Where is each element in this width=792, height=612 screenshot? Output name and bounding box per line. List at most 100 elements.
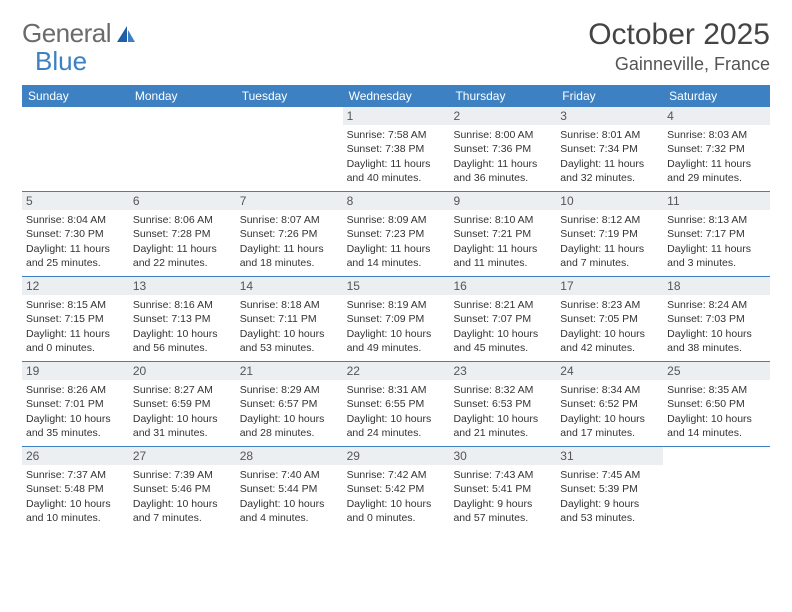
day-cell: 24Sunrise: 8:34 AMSunset: 6:52 PMDayligh… (556, 362, 663, 446)
daylight-line-1: Daylight: 10 hours (240, 497, 339, 511)
daylight-line-2: and 31 minutes. (133, 426, 232, 440)
daylight-line-1: Daylight: 10 hours (667, 327, 766, 341)
daylight-line-1: Daylight: 9 hours (560, 497, 659, 511)
daylight-line-2: and 0 minutes. (26, 341, 125, 355)
sunrise-line: Sunrise: 8:13 AM (667, 213, 766, 227)
logo: General (22, 18, 139, 49)
sunrise-line: Sunrise: 8:16 AM (133, 298, 232, 312)
title-block: October 2025 Gainneville, France (588, 18, 770, 75)
day-number: 1 (343, 107, 450, 125)
sunrise-line: Sunrise: 8:27 AM (133, 383, 232, 397)
daylight-line-1: Daylight: 10 hours (240, 412, 339, 426)
day-number: 6 (129, 192, 236, 210)
daylight-line-2: and 56 minutes. (133, 341, 232, 355)
day-number: 5 (22, 192, 129, 210)
logo-text-2: Blue (35, 46, 87, 77)
day-number: 10 (556, 192, 663, 210)
sunset-line: Sunset: 5:44 PM (240, 482, 339, 496)
sunset-line: Sunset: 5:41 PM (453, 482, 552, 496)
sunset-line: Sunset: 7:21 PM (453, 227, 552, 241)
daylight-line-2: and 22 minutes. (133, 256, 232, 270)
daylight-line-1: Daylight: 10 hours (347, 327, 446, 341)
daylight-line-1: Daylight: 10 hours (453, 327, 552, 341)
sunrise-line: Sunrise: 8:18 AM (240, 298, 339, 312)
sunset-line: Sunset: 5:48 PM (26, 482, 125, 496)
day-number: 23 (449, 362, 556, 380)
day-number: 7 (236, 192, 343, 210)
day-number: 2 (449, 107, 556, 125)
day-number: 16 (449, 277, 556, 295)
day-number: 27 (129, 447, 236, 465)
sunset-line: Sunset: 7:36 PM (453, 142, 552, 156)
day-number: 18 (663, 277, 770, 295)
sunrise-line: Sunrise: 8:01 AM (560, 128, 659, 142)
day-cell: 10Sunrise: 8:12 AMSunset: 7:19 PMDayligh… (556, 192, 663, 276)
daylight-line-2: and 17 minutes. (560, 426, 659, 440)
sunrise-line: Sunrise: 8:32 AM (453, 383, 552, 397)
sunrise-line: Sunrise: 7:39 AM (133, 468, 232, 482)
day-number: 24 (556, 362, 663, 380)
day-number: 31 (556, 447, 663, 465)
daylight-line-1: Daylight: 10 hours (347, 497, 446, 511)
day-cell: 2 Sunrise: 8:00 AMSunset: 7:36 PMDaylight… (449, 107, 556, 191)
week-row: 19Sunrise: 8:26 AMSunset: 7:01 PMDayligh… (22, 361, 770, 446)
day-cell: 6Sunrise: 8:06 AMSunset: 7:28 PMDaylight… (129, 192, 236, 276)
day-number: 25 (663, 362, 770, 380)
sunset-line: Sunset: 7:23 PM (347, 227, 446, 241)
day-cell: . (129, 107, 236, 191)
sunset-line: Sunset: 7:34 PM (560, 142, 659, 156)
sunset-line: Sunset: 5:42 PM (347, 482, 446, 496)
daylight-line-2: and 53 minutes. (560, 511, 659, 525)
day-cell: . (236, 107, 343, 191)
day-number: 21 (236, 362, 343, 380)
daylight-line-2: and 14 minutes. (347, 256, 446, 270)
sail-icon (115, 24, 137, 44)
daylight-line-2: and 3 minutes. (667, 256, 766, 270)
weekday-cell: Saturday (663, 85, 770, 107)
weekday-cell: Sunday (22, 85, 129, 107)
sunrise-line: Sunrise: 7:40 AM (240, 468, 339, 482)
daylight-line-1: Daylight: 10 hours (133, 327, 232, 341)
sunrise-line: Sunrise: 8:24 AM (667, 298, 766, 312)
day-number: 8 (343, 192, 450, 210)
sunrise-line: Sunrise: 8:29 AM (240, 383, 339, 397)
day-number: 19 (22, 362, 129, 380)
day-number: 26 (22, 447, 129, 465)
daylight-line-2: and 24 minutes. (347, 426, 446, 440)
day-cell: 9Sunrise: 8:10 AMSunset: 7:21 PMDaylight… (449, 192, 556, 276)
sunrise-line: Sunrise: 8:21 AM (453, 298, 552, 312)
sunrise-line: Sunrise: 8:00 AM (453, 128, 552, 142)
daylight-line-1: Daylight: 11 hours (453, 157, 552, 171)
daylight-line-1: Daylight: 10 hours (347, 412, 446, 426)
day-number: 9 (449, 192, 556, 210)
sunset-line: Sunset: 6:55 PM (347, 397, 446, 411)
sunset-line: Sunset: 6:57 PM (240, 397, 339, 411)
daylight-line-2: and 49 minutes. (347, 341, 446, 355)
sunset-line: Sunset: 6:59 PM (133, 397, 232, 411)
day-cell: 4Sunrise: 8:03 AMSunset: 7:32 PMDaylight… (663, 107, 770, 191)
day-cell: 14Sunrise: 8:18 AMSunset: 7:11 PMDayligh… (236, 277, 343, 361)
day-number: 28 (236, 447, 343, 465)
month-title: October 2025 (588, 18, 770, 52)
sunrise-line: Sunrise: 8:15 AM (26, 298, 125, 312)
day-cell: 25Sunrise: 8:35 AMSunset: 6:50 PMDayligh… (663, 362, 770, 446)
daylight-line-1: Daylight: 11 hours (667, 157, 766, 171)
day-number: 14 (236, 277, 343, 295)
calendar: SundayMondayTuesdayWednesdayThursdayFrid… (22, 85, 770, 531)
location: Gainneville, France (588, 54, 770, 75)
day-cell: 31Sunrise: 7:45 AMSunset: 5:39 PMDayligh… (556, 447, 663, 531)
day-number: 12 (22, 277, 129, 295)
sunset-line: Sunset: 7:26 PM (240, 227, 339, 241)
daylight-line-1: Daylight: 11 hours (560, 157, 659, 171)
day-number: 20 (129, 362, 236, 380)
weekday-cell: Tuesday (236, 85, 343, 107)
sunset-line: Sunset: 7:32 PM (667, 142, 766, 156)
daylight-line-2: and 53 minutes. (240, 341, 339, 355)
daylight-line-2: and 29 minutes. (667, 171, 766, 185)
day-cell: 12Sunrise: 8:15 AMSunset: 7:15 PMDayligh… (22, 277, 129, 361)
sunset-line: Sunset: 6:52 PM (560, 397, 659, 411)
week-row: ...1Sunrise: 7:58 AMSunset: 7:38 PMDayli… (22, 107, 770, 191)
day-cell: 30Sunrise: 7:43 AMSunset: 5:41 PMDayligh… (449, 447, 556, 531)
day-cell: 23Sunrise: 8:32 AMSunset: 6:53 PMDayligh… (449, 362, 556, 446)
day-cell: 5Sunrise: 8:04 AMSunset: 7:30 PMDaylight… (22, 192, 129, 276)
